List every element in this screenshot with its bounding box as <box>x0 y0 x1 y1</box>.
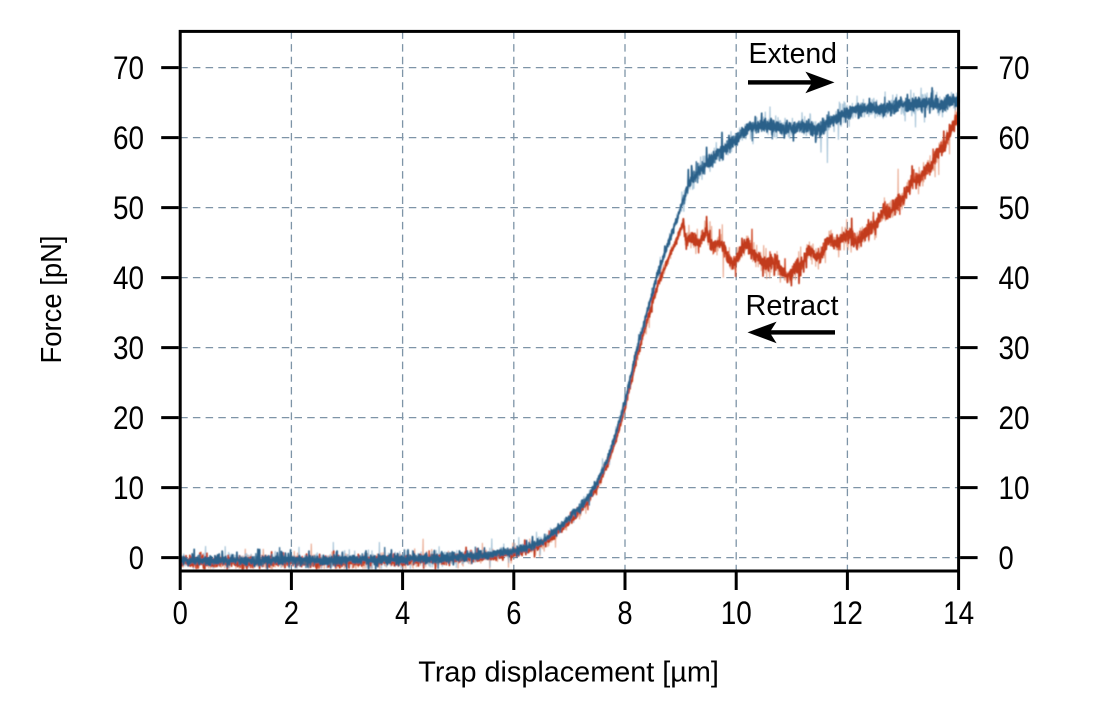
svg-text:20: 20 <box>113 400 144 436</box>
svg-text:10: 10 <box>999 470 1030 506</box>
svg-text:4: 4 <box>395 595 410 631</box>
svg-text:8: 8 <box>617 595 632 631</box>
svg-text:10: 10 <box>113 470 144 506</box>
svg-text:40: 40 <box>113 260 144 296</box>
svg-text:70: 70 <box>999 50 1030 86</box>
svg-text:0: 0 <box>173 595 188 631</box>
svg-text:Trap displacement [µm]: Trap displacement [µm] <box>418 657 719 689</box>
svg-text:0: 0 <box>999 540 1014 576</box>
svg-text:50: 50 <box>113 190 144 226</box>
svg-text:30: 30 <box>999 330 1030 366</box>
svg-text:20: 20 <box>999 400 1030 436</box>
svg-text:60: 60 <box>999 120 1030 156</box>
svg-text:Extend: Extend <box>749 38 838 70</box>
svg-text:0: 0 <box>129 540 144 576</box>
svg-text:70: 70 <box>113 50 144 86</box>
svg-text:14: 14 <box>943 595 974 631</box>
svg-text:40: 40 <box>999 260 1030 296</box>
svg-text:60: 60 <box>113 120 144 156</box>
svg-text:10: 10 <box>721 595 752 631</box>
svg-text:12: 12 <box>832 595 863 631</box>
svg-text:Force [pN]: Force [pN] <box>36 236 68 364</box>
svg-text:6: 6 <box>506 595 521 631</box>
svg-text:2: 2 <box>284 595 299 631</box>
svg-text:Retract: Retract <box>746 290 839 322</box>
svg-text:50: 50 <box>999 190 1030 226</box>
svg-text:30: 30 <box>113 330 144 366</box>
